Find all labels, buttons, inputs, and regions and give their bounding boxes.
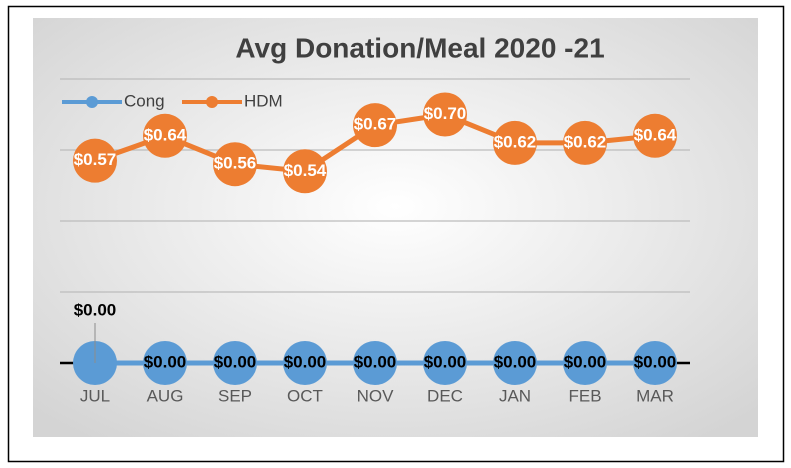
x-tick-label: JAN <box>499 386 531 405</box>
marker <box>213 341 257 385</box>
marker <box>213 142 257 187</box>
marker <box>493 120 537 165</box>
marker <box>353 103 397 148</box>
x-tick-label: OCT <box>287 386 323 405</box>
marker <box>633 341 677 385</box>
data-label: $0.00 <box>634 352 677 371</box>
data-label: $0.64 <box>634 125 677 144</box>
x-tick-label: JUL <box>80 386 110 405</box>
marker <box>283 149 327 194</box>
marker <box>283 341 327 385</box>
marker <box>423 341 467 385</box>
marker <box>353 341 397 385</box>
x-tick-label: DEC <box>427 386 463 405</box>
data-label: $0.54 <box>284 161 327 180</box>
marker <box>493 341 537 385</box>
data-label: $0.62 <box>494 132 537 151</box>
data-label: $0.00 <box>144 352 187 371</box>
marker <box>633 113 677 158</box>
data-label: $0.00 <box>424 352 467 371</box>
x-tick-label: MAR <box>636 386 674 405</box>
marker <box>73 138 117 183</box>
x-tick-label: AUG <box>147 386 184 405</box>
legend-label: HDM <box>244 91 283 110</box>
data-label: $0.70 <box>424 104 467 123</box>
data-label: $0.00 <box>354 352 397 371</box>
data-label: $0.57 <box>74 150 117 169</box>
x-tick-label: SEP <box>218 386 252 405</box>
data-label: $0.62 <box>564 132 607 151</box>
marker <box>423 92 467 137</box>
chart-title: Avg Donation/Meal 2020 -21 <box>235 32 604 63</box>
marker <box>563 341 607 385</box>
marker <box>143 341 187 385</box>
data-label: $0.64 <box>144 125 187 144</box>
data-label: $0.67 <box>354 115 397 134</box>
data-label: $0.00 <box>564 352 607 371</box>
data-label: $0.00 <box>284 352 327 371</box>
data-label: $0.00 <box>494 352 537 371</box>
legend-label: Cong <box>124 91 165 110</box>
legend-marker <box>206 96 218 108</box>
marker <box>143 113 187 158</box>
data-label: $0.00 <box>74 300 117 319</box>
marker <box>563 120 607 165</box>
x-tick-label: NOV <box>357 386 395 405</box>
legend-marker <box>86 96 98 108</box>
x-tick-label: FEB <box>568 386 601 405</box>
data-label: $0.00 <box>214 352 257 371</box>
data-label: $0.56 <box>214 154 257 173</box>
